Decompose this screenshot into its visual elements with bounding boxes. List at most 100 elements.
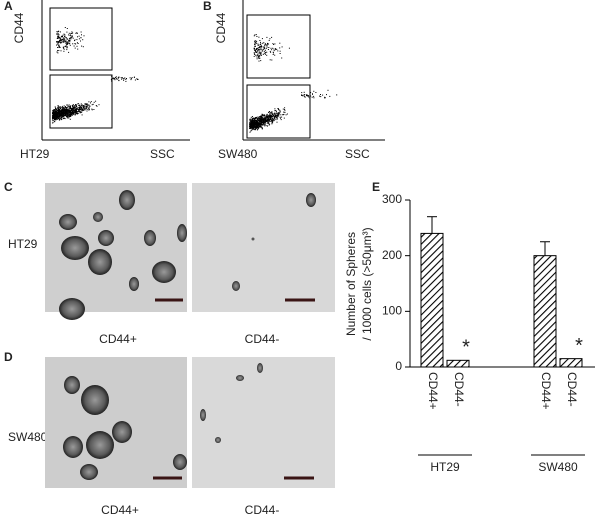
event-dot [55,109,57,111]
event-dot [52,116,54,117]
event-dot [58,44,60,46]
event-dot [76,110,77,112]
event-dot [58,116,60,118]
event-dot [80,103,82,105]
event-dot [257,116,259,118]
event-dot [249,120,251,122]
event-dot [277,116,279,118]
event-dot [263,50,265,52]
event-dot [264,115,266,117]
event-dot [66,114,68,116]
event-dot [129,77,131,79]
event-dot [259,40,261,41]
event-dot [80,106,82,108]
event-dot [62,107,64,108]
event-dot [249,125,251,127]
event-dot [72,104,74,106]
event-dot [265,119,267,121]
event-dot [270,116,272,118]
event-dot [254,125,256,127]
event-dot [272,113,274,115]
event-dot [60,106,62,108]
event-dot [89,109,90,111]
event-dot [270,51,272,53]
event-dot [58,115,60,117]
event-dot [126,78,127,79]
event-dot [57,36,59,38]
event-dot [251,128,253,130]
event-dot [253,47,255,49]
event-dot [52,118,54,119]
event-dot [276,114,278,116]
event-dot [275,48,277,50]
event-dot [77,36,78,38]
event-dot [284,107,286,109]
event-dot [54,106,56,108]
event-dot [271,112,273,114]
event-dot [58,114,60,116]
event-dot [57,41,59,43]
event-dot [279,47,281,49]
event-dot [282,108,284,110]
event-dot [55,111,57,113]
event-dot [253,35,255,37]
event-dot [269,50,271,52]
event-dot [254,34,256,36]
event-dot [66,43,68,45]
event-dot [67,114,69,116]
event-dot [258,57,260,59]
event-dot [81,108,83,110]
event-dot [256,122,258,124]
event-dot [256,124,258,126]
event-dot [286,113,288,115]
event-dot [301,94,303,96]
panel-letter: E [372,180,380,194]
event-dot [61,116,63,118]
event-dot [261,115,263,117]
event-dot [88,107,90,108]
event-dot [120,77,122,79]
event-dot [264,53,266,55]
event-dot [69,110,71,112]
scatter-plot [242,0,385,141]
event-dot [274,110,276,112]
event-dot [52,119,54,121]
event-dot [67,42,69,44]
event-dot [256,129,258,131]
event-dot [75,107,77,109]
event-dot [256,36,258,37]
event-dot [79,109,80,111]
event-dot [269,112,271,114]
event-dot [267,43,268,45]
event-dot [270,118,272,120]
event-dot [80,31,82,33]
event-dot [58,46,60,48]
event-dot [88,108,90,110]
event-dot [257,125,259,127]
event-dot [259,52,261,54]
event-dot [75,110,77,112]
event-dot [284,109,286,110]
event-dot [58,37,60,39]
event-dot [63,109,65,111]
event-dot [269,38,271,40]
event-dot [320,96,322,98]
event-dot [252,118,254,120]
event-dot [272,118,273,120]
event-dot [279,111,281,112]
event-dot [257,128,259,129]
event-dot [249,131,251,133]
event-dot [85,105,87,107]
event-dot [265,116,267,118]
event-dot [59,46,61,48]
event-dot [285,114,287,116]
event-dot [74,43,76,45]
event-dot [56,109,58,111]
event-dot [262,117,264,119]
event-dot [56,51,58,53]
event-dot [256,123,258,125]
event-dot [259,122,261,124]
event-dot [261,122,263,124]
event-dot [265,115,267,117]
event-dot [72,43,74,45]
